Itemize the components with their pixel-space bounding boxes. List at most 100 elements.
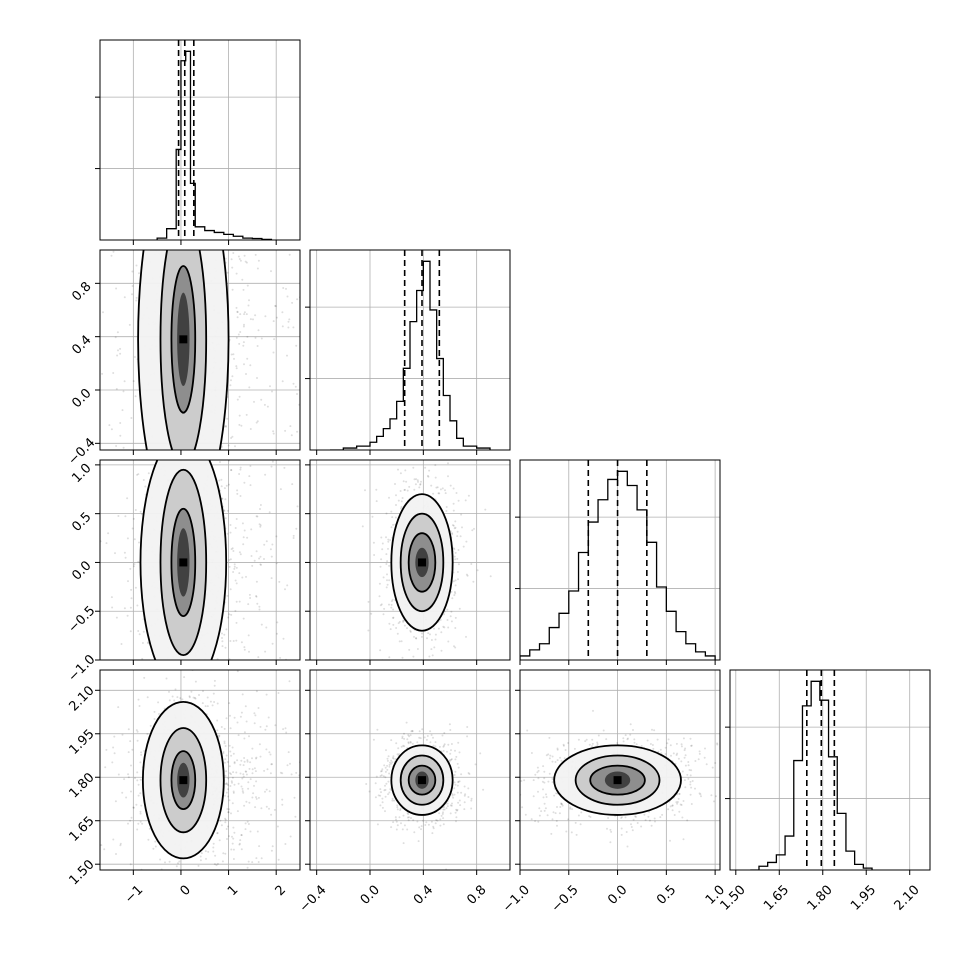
sample-point — [120, 643, 123, 645]
sample-point — [122, 446, 125, 449]
sample-point — [287, 751, 290, 754]
panel-bg — [520, 460, 720, 660]
sample-point — [380, 774, 383, 777]
sample-point — [147, 472, 150, 475]
sample-point — [254, 770, 257, 773]
sample-point — [207, 850, 210, 853]
sample-point — [194, 457, 196, 459]
sample-point — [238, 842, 241, 845]
sample-point — [244, 770, 247, 773]
sample-point — [191, 661, 193, 663]
sample-point — [434, 464, 437, 467]
sample-point — [46, 836, 48, 838]
sample-point — [450, 758, 453, 761]
sample-point — [246, 284, 249, 287]
sample-point — [635, 815, 637, 818]
sample-point — [534, 773, 537, 776]
sample-point — [381, 801, 384, 804]
sample-point — [284, 588, 286, 591]
sample-point — [667, 738, 670, 741]
sample-point — [178, 860, 181, 863]
sample-point — [379, 775, 382, 777]
sample-point — [241, 777, 244, 780]
sample-point — [245, 413, 248, 416]
sample-point — [474, 763, 477, 766]
sample-point — [243, 529, 246, 532]
sample-point — [123, 296, 126, 299]
sample-point — [282, 637, 285, 640]
sample-point — [242, 617, 245, 620]
sample-point — [248, 735, 250, 738]
sample-point — [232, 837, 235, 840]
sample-point — [231, 746, 234, 749]
sample-point — [162, 666, 164, 668]
sample-point — [223, 633, 226, 636]
sample-point — [305, 533, 307, 535]
sample-point — [389, 628, 392, 631]
sample-point — [82, 435, 84, 437]
sample-point — [245, 575, 247, 578]
sample-point — [239, 468, 242, 471]
sample-point — [184, 247, 186, 249]
sample-point — [137, 794, 140, 797]
sample-point — [243, 648, 246, 651]
sample-point — [450, 749, 452, 752]
contour-line — [390, 744, 454, 816]
sample-point — [447, 475, 449, 478]
sample-point — [398, 640, 401, 643]
sample-point — [408, 735, 411, 738]
sample-point — [456, 557, 459, 560]
sample-point — [265, 693, 268, 696]
sample-point — [274, 724, 277, 727]
sample-point — [216, 862, 219, 865]
sample-point — [253, 722, 256, 725]
sample-point — [249, 484, 252, 487]
sample-point — [453, 591, 456, 593]
sample-point — [242, 791, 245, 794]
sample-point — [412, 466, 415, 469]
sample-point — [368, 790, 371, 793]
sample-point — [58, 743, 60, 745]
sample-point — [545, 793, 547, 796]
sample-point — [255, 515, 258, 518]
sample-point — [312, 874, 314, 876]
sample-point — [413, 831, 416, 834]
sample-point — [131, 285, 134, 287]
sample-point — [456, 762, 459, 765]
sample-point — [229, 714, 231, 717]
sample-point — [445, 807, 448, 810]
sample-point — [207, 450, 209, 452]
sample-point — [110, 596, 113, 599]
sample-point — [251, 796, 254, 799]
sample-point — [255, 797, 258, 800]
sample-point — [224, 783, 227, 785]
sample-point — [418, 736, 421, 739]
sample-point — [482, 788, 485, 791]
sample-point — [386, 757, 389, 760]
sample-point — [238, 600, 241, 603]
sample-point — [678, 810, 681, 813]
sample-point — [105, 748, 108, 751]
sample-point — [292, 326, 295, 329]
sample-point — [651, 728, 653, 731]
sample-point — [418, 826, 421, 829]
sample-point — [257, 259, 260, 262]
sample-point — [257, 796, 260, 799]
sample-point — [265, 748, 268, 751]
sample-point — [219, 461, 221, 463]
sample-point — [451, 794, 454, 797]
sample-point — [470, 563, 473, 565]
sample-point — [282, 287, 285, 289]
sample-point — [233, 716, 236, 719]
sample-point — [467, 796, 470, 798]
sample-point — [136, 730, 139, 733]
sample-point — [406, 828, 409, 831]
sample-point — [716, 742, 719, 745]
sample-point — [390, 510, 393, 513]
sample-point — [251, 757, 253, 760]
sample-point — [403, 737, 406, 740]
sample-point — [397, 468, 399, 471]
sample-point — [233, 563, 236, 566]
sample-point — [256, 345, 259, 347]
sample-point — [219, 819, 222, 822]
